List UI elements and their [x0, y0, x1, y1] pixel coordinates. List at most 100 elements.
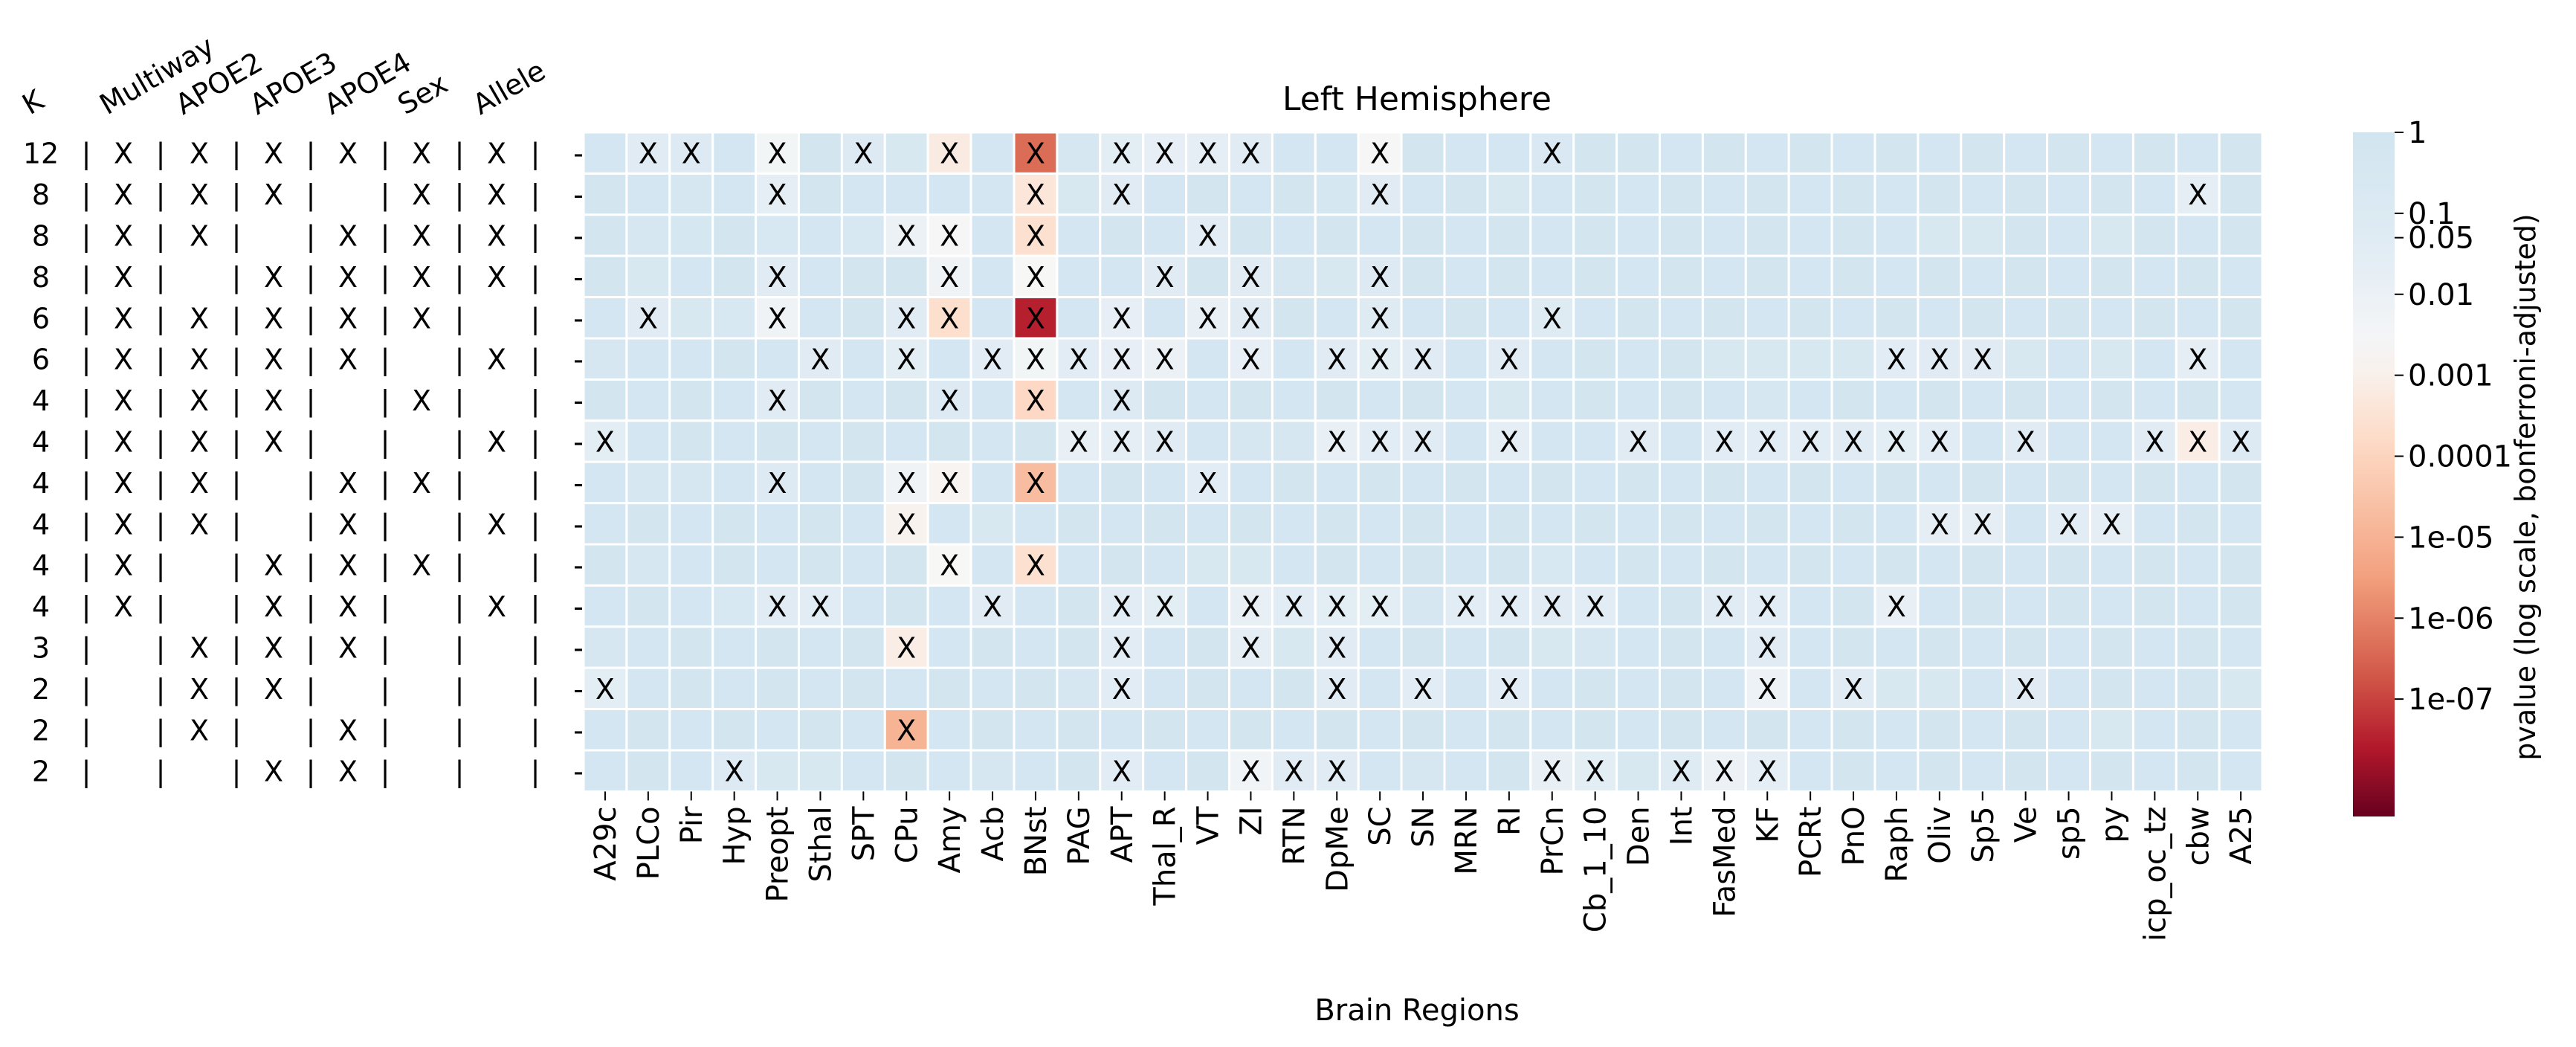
- heatmap-cell: [1744, 378, 1790, 422]
- heatmap-cell: [1443, 666, 1489, 711]
- heatmap-cell: [1013, 337, 1059, 381]
- heatmap-cell: [1830, 296, 1876, 340]
- factor-mark: X: [190, 344, 209, 376]
- row-divider: |: [232, 590, 242, 624]
- k-value: 2: [32, 714, 50, 747]
- heatmap-cell: [2089, 543, 2134, 587]
- cell-mark: X: [1241, 590, 1260, 623]
- cell-mark: X: [639, 302, 658, 335]
- heatmap-cell: [969, 172, 1016, 216]
- cell-mark: X: [682, 138, 701, 170]
- heatmap-cell: [1013, 625, 1059, 669]
- heatmap-cell: [1142, 666, 1188, 711]
- row-divider: |: [156, 508, 166, 541]
- heatmap-cell: [1271, 666, 1317, 711]
- heatmap-cell: [1400, 378, 1446, 422]
- heatmap-cell: [1572, 213, 1618, 257]
- heatmap-cell: [1787, 543, 1833, 587]
- heatmap-cell: [1400, 543, 1446, 587]
- heatmap-cell: [2089, 666, 2134, 711]
- heatmap-cell: [2003, 378, 2049, 422]
- heatmap-cell: [2131, 131, 2178, 175]
- cell-mark: X: [1112, 384, 1132, 417]
- k-value: 2: [32, 673, 50, 706]
- heatmap-cell: [755, 460, 800, 505]
- heatmap-cell: [798, 378, 843, 422]
- heatmap-cell: [711, 502, 758, 546]
- cell-mark: X: [2145, 426, 2164, 459]
- heatmap-cell: [2175, 543, 2221, 587]
- heatmap-cell: [711, 213, 758, 257]
- row-divider: |: [381, 590, 390, 624]
- row-divider: |: [455, 508, 465, 541]
- row-divider: |: [381, 550, 390, 583]
- colorbar-tick-label: 1e-07: [2408, 683, 2493, 717]
- factor-mark: X: [114, 590, 133, 623]
- cell-mark: X: [1543, 138, 1562, 170]
- heatmap-cell: [625, 254, 671, 299]
- heatmap-cell: [2046, 254, 2092, 299]
- heatmap-cell: [969, 131, 1016, 175]
- heatmap-cell: [1960, 378, 2006, 422]
- row-divider: |: [455, 756, 465, 789]
- x-tick-label: Preopt: [761, 806, 795, 902]
- cell-mark: X: [1930, 426, 1949, 459]
- heatmap-cell: [1443, 543, 1489, 587]
- heatmap-cell: [625, 419, 671, 463]
- row-divider: |: [232, 467, 242, 500]
- heatmap-cell: [1486, 172, 1532, 216]
- row-tick: -: [573, 756, 584, 788]
- heatmap-cell: [1960, 213, 2006, 257]
- k-value: 4: [32, 508, 50, 541]
- heatmap-cell: [798, 419, 843, 463]
- heatmap-cell: [2175, 666, 2221, 711]
- row-tick: -: [573, 178, 584, 211]
- heatmap-cell: [1873, 708, 1920, 752]
- factor-mark: X: [190, 426, 209, 459]
- heatmap-cell: [1659, 419, 1704, 463]
- row-divider: |: [381, 714, 390, 747]
- cell-mark: X: [1155, 426, 1175, 459]
- cell-mark: X: [1241, 302, 1260, 335]
- heatmap-cell: [1917, 543, 1963, 587]
- cell-mark: X: [1714, 426, 1734, 459]
- heatmap-cell: [1357, 666, 1403, 711]
- heatmap-cell: [1615, 502, 1662, 546]
- heatmap-cell: [1787, 337, 1833, 381]
- heatmap-cell: [798, 625, 843, 669]
- x-tick-label: PrCn: [1536, 806, 1570, 875]
- x-tick-label: DpMe: [1320, 806, 1355, 892]
- heatmap-cell: [1271, 419, 1317, 463]
- heatmap-cell: [1615, 378, 1662, 422]
- heatmap-cell: [2089, 337, 2134, 381]
- heatmap-cell: [1271, 543, 1317, 587]
- cell-mark: X: [1413, 426, 1433, 459]
- heatmap-cell: [2218, 378, 2264, 422]
- heatmap-cell: [1228, 337, 1274, 381]
- factor-mark: X: [338, 220, 358, 253]
- row-divider: |: [306, 384, 316, 418]
- heatmap-cell: [1271, 749, 1317, 793]
- cell-mark: X: [1026, 261, 1045, 294]
- row-divider: |: [455, 550, 465, 583]
- heatmap-cell: [1314, 254, 1360, 299]
- heatmap-cell: [1572, 131, 1618, 175]
- cell-mark: X: [1500, 590, 1519, 623]
- heatmap-cell: [840, 131, 886, 175]
- k-value: 4: [32, 590, 50, 623]
- row-tick: -: [573, 384, 584, 417]
- heatmap-cell: [1572, 666, 1618, 711]
- heatmap-cell: [582, 172, 628, 216]
- heatmap-cell: [1314, 296, 1360, 340]
- heatmap-cell: [2003, 131, 2049, 175]
- cell-mark: X: [1026, 178, 1045, 211]
- heatmap-cell: [1787, 584, 1833, 628]
- heatmap-cell: [1873, 254, 1920, 299]
- heatmap-cell: [1400, 708, 1446, 752]
- factor-mark: X: [412, 384, 431, 417]
- factor-mark: X: [412, 302, 431, 335]
- heatmap-cell: [1917, 296, 1963, 340]
- factor-mark: X: [487, 178, 506, 211]
- cell-mark: X: [1026, 384, 1045, 417]
